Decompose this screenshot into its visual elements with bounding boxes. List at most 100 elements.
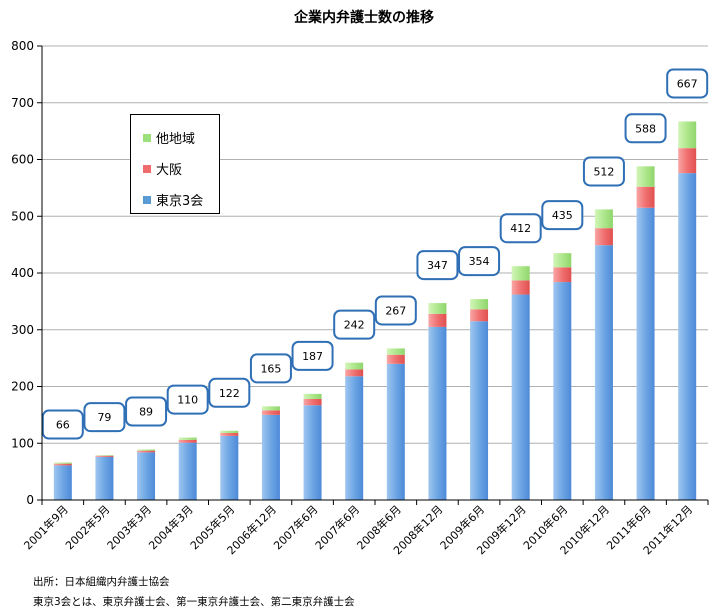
y-tick-label: 800 xyxy=(11,39,34,53)
legend-swatch-osaka xyxy=(143,164,151,173)
bar-segment-other xyxy=(428,303,447,314)
bar-segment-tokyo xyxy=(636,207,655,501)
bar-segment-tokyo xyxy=(178,442,197,500)
total-label: 588 xyxy=(635,122,656,135)
bar-segment-osaka xyxy=(345,369,364,377)
total-label: 79 xyxy=(97,411,111,424)
y-tick-label: 600 xyxy=(11,153,34,167)
bar-segment-other xyxy=(345,362,364,370)
total-label-box xyxy=(499,213,542,244)
total-label-box xyxy=(208,377,251,408)
bar-segment-other xyxy=(511,266,530,281)
total-label: 122 xyxy=(219,387,240,400)
total-label: 89 xyxy=(139,405,153,418)
bar-segment-osaka xyxy=(636,186,655,208)
bar-segment-osaka xyxy=(428,313,447,327)
y-tick-label: 200 xyxy=(11,380,34,394)
bar-segment-osaka xyxy=(678,148,697,174)
bar-segment-other xyxy=(470,299,489,310)
total-label-box xyxy=(582,156,625,187)
bar-segment-other xyxy=(261,406,280,411)
bar-segment-osaka xyxy=(386,354,405,364)
bar-segment-tokyo xyxy=(470,321,489,500)
legend-label-other: 他地域 xyxy=(156,132,196,147)
total-label: 242 xyxy=(344,319,365,332)
total-label: 512 xyxy=(593,165,614,178)
bar-segment-other xyxy=(553,253,572,268)
total-label-box xyxy=(624,113,667,144)
bar-segment-osaka xyxy=(95,455,114,457)
legend-label-osaka: 大阪 xyxy=(156,163,183,178)
total-label: 267 xyxy=(385,304,406,317)
bar-segment-tokyo xyxy=(303,405,322,500)
y-tick-label: 300 xyxy=(11,323,34,337)
bar-segment-other xyxy=(95,455,114,456)
bar-segment-tokyo xyxy=(95,456,114,500)
total-label: 187 xyxy=(302,350,323,363)
chart-title: 企業内弁護士数の推移 xyxy=(294,10,434,26)
bar-segment-other xyxy=(53,462,72,464)
bar-segment-osaka xyxy=(511,280,530,295)
total-label: 110 xyxy=(177,394,198,407)
bar-segment-other xyxy=(220,430,239,434)
bar-segment-tokyo xyxy=(511,294,530,500)
bar-segment-tokyo xyxy=(594,245,613,500)
total-label: 66 xyxy=(56,419,70,432)
y-tick-label: 700 xyxy=(11,96,34,110)
bar-segment-other xyxy=(137,449,156,451)
total-label-box xyxy=(416,250,459,281)
legend-swatch-tokyo xyxy=(143,195,151,204)
bar-segment-osaka xyxy=(261,410,280,415)
definition-note: 東京3会とは、東京弁護士会、第一東京弁護士会、第二東京弁護士会 xyxy=(33,596,355,608)
total-label-box xyxy=(458,246,501,277)
legend-swatch-other xyxy=(143,133,151,142)
total-label-box xyxy=(249,353,292,384)
bar-segment-osaka xyxy=(220,433,239,436)
y-tick-label: 0 xyxy=(26,493,34,507)
bar-segment-osaka xyxy=(594,228,613,246)
total-label-box xyxy=(291,340,334,371)
total-label: 412 xyxy=(510,222,531,235)
total-label-box xyxy=(541,200,584,231)
total-label: 354 xyxy=(469,255,490,268)
bar-segment-other xyxy=(303,393,322,399)
legend-item-tokyo: 東京3会 xyxy=(143,190,203,209)
total-label-box xyxy=(374,295,417,326)
legend-item-other: 他地域 xyxy=(143,128,195,147)
total-label-box xyxy=(125,396,168,427)
bar-segment-other xyxy=(178,437,197,440)
total-label-box xyxy=(333,309,376,340)
source-note: 出所：日本組織内弁護士協会 xyxy=(33,576,170,588)
bar-segment-osaka xyxy=(470,309,489,322)
bar-segment-other xyxy=(678,121,697,149)
bar-segment-osaka xyxy=(137,450,156,453)
total-label: 347 xyxy=(427,259,448,272)
legend-item-osaka: 大阪 xyxy=(143,159,182,178)
bar-segment-osaka xyxy=(553,267,572,283)
y-tick-label: 100 xyxy=(11,436,34,450)
bar-segment-osaka xyxy=(178,439,197,443)
bar-segment-tokyo xyxy=(386,363,405,500)
total-label-box xyxy=(166,384,209,415)
bar-segment-tokyo xyxy=(261,414,280,500)
legend-label-tokyo: 東京3会 xyxy=(156,194,204,209)
bar-segment-tokyo xyxy=(220,435,239,500)
bar-segment-tokyo xyxy=(53,465,72,500)
y-tick-label: 500 xyxy=(11,209,34,223)
bar-segment-osaka xyxy=(303,398,322,406)
total-label: 435 xyxy=(552,209,573,222)
bar-segment-other xyxy=(636,166,655,187)
total-label-box xyxy=(666,68,709,99)
bar-segment-other xyxy=(594,209,613,229)
bar-segment-tokyo xyxy=(137,452,156,500)
total-label-box xyxy=(83,402,126,433)
bar-segment-tokyo xyxy=(345,376,364,500)
y-tick-label: 400 xyxy=(11,266,34,280)
total-label: 667 xyxy=(677,77,698,90)
chart-legend: 他地域 大阪 東京3会 xyxy=(130,114,220,214)
bar-segment-tokyo xyxy=(553,282,572,500)
bar-segment-osaka xyxy=(53,463,72,466)
bar-segment-tokyo xyxy=(428,326,447,500)
total-label-box xyxy=(41,409,84,440)
